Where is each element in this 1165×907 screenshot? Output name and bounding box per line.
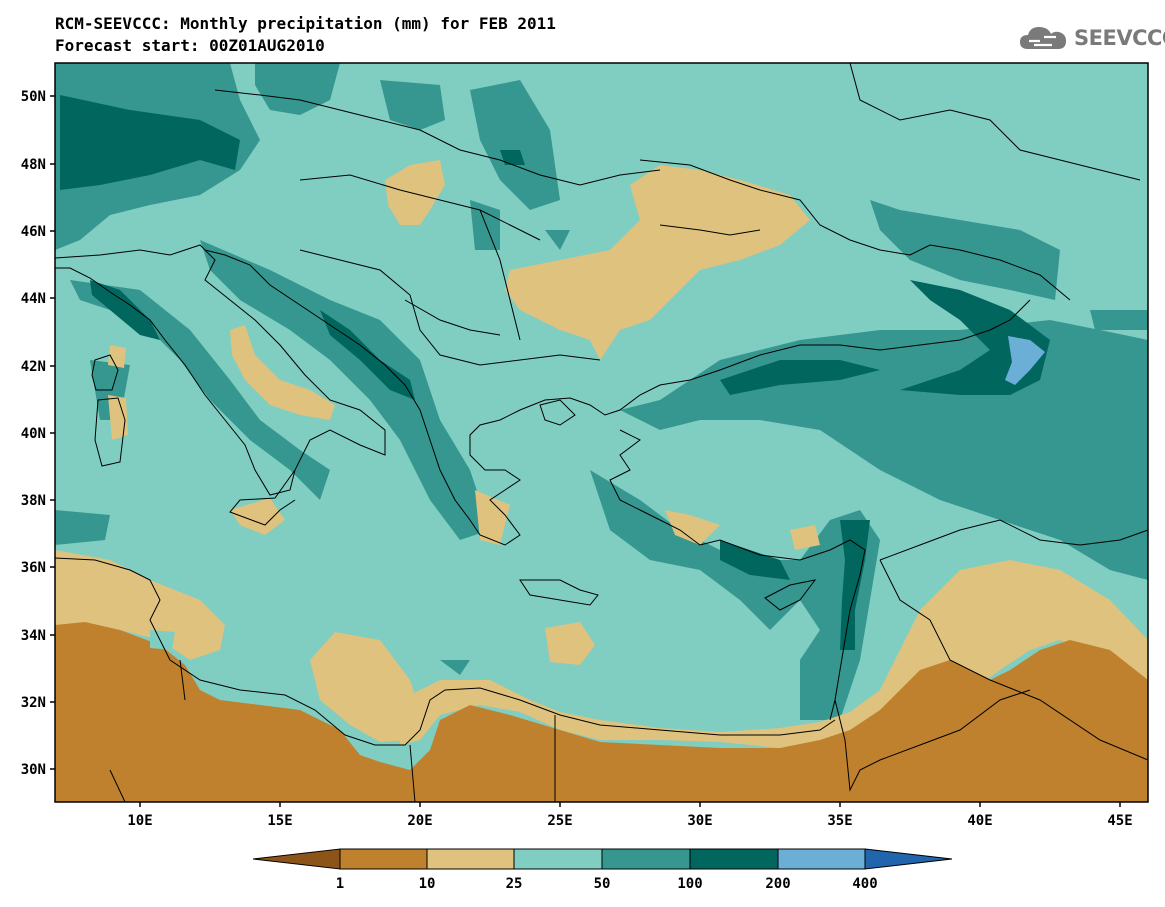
colorbar-10-25 [426, 848, 515, 870]
lon-label: 45E [1107, 813, 1132, 829]
lat-label: 48N [21, 157, 46, 173]
lat-label: 32N [21, 695, 46, 711]
logo-text: SEEVCCC [1074, 26, 1165, 50]
lon-label: 20E [407, 813, 432, 829]
lon-label: 25E [547, 813, 572, 829]
seevccc-logo: SEEVCCC [1018, 22, 1165, 54]
latitude-labels: 30N 32N 34N 36N 38N 40N 42N 44N 46N 48N … [21, 89, 46, 778]
colorbar-below-1 [252, 848, 341, 870]
colorbar-label: 50 [594, 876, 611, 892]
lat-label: 38N [21, 493, 46, 509]
colorbar-label: 200 [765, 876, 790, 892]
longitude-labels: 10E 15E 20E 25E 30E 35E 40E 45E [127, 813, 1132, 829]
axis-ticks [50, 95, 1121, 807]
lat-label: 46N [21, 224, 46, 240]
lat-label: 42N [21, 359, 46, 375]
colorbar-label: 1 [336, 876, 344, 892]
forecast-start-label: Forecast start: 00Z01AUG2010 [55, 36, 325, 55]
lat-label: 34N [21, 628, 46, 644]
lat-label: 40N [21, 426, 46, 442]
chart-title: RCM-SEEVCCC: Monthly precipitation (mm) … [55, 14, 556, 33]
lat-label: 30N [21, 762, 46, 778]
colorbar [252, 848, 953, 870]
colorbar-100-200 [689, 848, 779, 870]
lon-label: 10E [127, 813, 152, 829]
lon-label: 35E [827, 813, 852, 829]
colorbar-label: 100 [677, 876, 702, 892]
colorbar-above-400 [864, 848, 953, 870]
colorbar-1-10 [339, 848, 428, 870]
precipitation-field [55, 63, 1148, 802]
colorbar-50-100 [601, 848, 691, 870]
lat-label: 50N [21, 89, 46, 105]
colorbar-200-400 [777, 848, 866, 870]
coastlines [55, 63, 1148, 802]
colorbar-25-50 [513, 848, 603, 870]
lat-label: 44N [21, 291, 46, 307]
colorbar-label: 400 [852, 876, 877, 892]
lon-label: 40E [967, 813, 992, 829]
lat-label: 36N [21, 560, 46, 576]
colorbar-labels: 1 10 25 50 100 200 400 [336, 876, 878, 892]
cloud-icon [1020, 27, 1066, 49]
lon-label: 30E [687, 813, 712, 829]
lon-label: 15E [267, 813, 292, 829]
colorbar-label: 10 [419, 876, 436, 892]
colorbar-label: 25 [506, 876, 523, 892]
